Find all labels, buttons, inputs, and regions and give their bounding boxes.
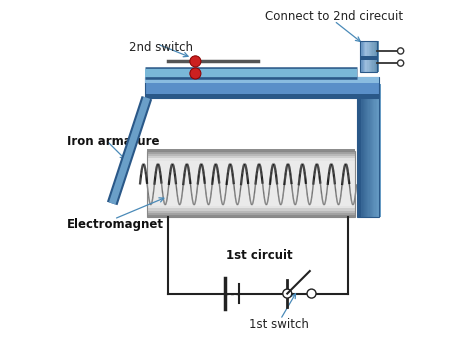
Bar [147, 183, 355, 185]
Bar [145, 77, 379, 83]
Bar [147, 165, 355, 167]
Circle shape [398, 60, 404, 66]
Bar [147, 208, 355, 211]
Bar [147, 215, 355, 218]
Bar [373, 41, 374, 72]
Bar [366, 84, 367, 218]
Bar [377, 84, 378, 218]
Bar [147, 172, 355, 174]
Text: 1st circuit: 1st circuit [226, 249, 293, 262]
Text: 1st switch: 1st switch [249, 318, 309, 331]
Circle shape [307, 289, 316, 298]
Bar [360, 41, 362, 72]
Bar [147, 194, 355, 197]
Bar [147, 174, 355, 176]
Bar [145, 77, 379, 98]
Text: 2nd switch: 2nd switch [129, 41, 193, 54]
Bar [145, 94, 379, 98]
Bar [147, 149, 355, 151]
Circle shape [190, 68, 201, 79]
Bar [147, 151, 355, 154]
Bar [147, 199, 355, 201]
Bar [147, 210, 355, 213]
Bar [361, 41, 363, 72]
Bar [147, 163, 355, 165]
Bar [356, 84, 361, 218]
Bar [375, 84, 377, 218]
Bar [147, 213, 355, 215]
Bar [360, 84, 362, 218]
Circle shape [283, 289, 292, 298]
Bar [377, 41, 379, 72]
Bar [367, 84, 369, 218]
Bar [363, 84, 364, 218]
Bar [147, 181, 355, 183]
Bar [147, 153, 355, 156]
Bar [147, 176, 355, 179]
Bar [366, 41, 368, 72]
Bar [369, 41, 370, 72]
Bar [370, 84, 371, 218]
Bar [147, 197, 355, 199]
Bar [367, 41, 369, 72]
Text: Connect to 2nd cirecuit: Connect to 2nd cirecuit [265, 10, 403, 23]
Bar [374, 41, 375, 72]
Text: onlineTuition.com.my: onlineTuition.com.my [155, 194, 319, 209]
Bar [361, 84, 363, 218]
Bar [147, 192, 355, 195]
Bar [376, 41, 378, 72]
Bar [372, 84, 374, 218]
Bar [371, 41, 373, 72]
Bar [365, 41, 366, 72]
Bar [364, 84, 365, 218]
Bar [147, 206, 355, 208]
Bar [147, 169, 355, 172]
Bar [373, 84, 374, 218]
Bar [371, 84, 372, 218]
Bar [147, 167, 355, 169]
Bar [356, 84, 358, 218]
Bar [147, 160, 355, 163]
Bar [368, 84, 370, 218]
Bar [364, 41, 365, 72]
Bar [147, 204, 355, 206]
Circle shape [190, 56, 201, 67]
Bar [360, 41, 377, 72]
Bar [147, 185, 355, 188]
Bar [370, 41, 372, 72]
Bar [147, 151, 355, 218]
Bar [147, 188, 355, 190]
Bar [147, 158, 355, 160]
Circle shape [398, 48, 404, 54]
Bar [378, 84, 379, 218]
Text: Electromagnet: Electromagnet [67, 218, 164, 231]
Bar [356, 84, 379, 218]
Bar [147, 156, 355, 158]
Bar [374, 84, 376, 218]
Bar [379, 84, 381, 218]
Bar [147, 201, 355, 204]
Bar [358, 84, 359, 218]
Bar [147, 179, 355, 181]
Bar [365, 84, 366, 218]
Bar [360, 56, 377, 60]
Bar [359, 84, 360, 218]
Bar [375, 41, 376, 72]
Bar [147, 190, 355, 192]
Text: Iron armature: Iron armature [67, 135, 160, 148]
Bar [363, 41, 364, 72]
